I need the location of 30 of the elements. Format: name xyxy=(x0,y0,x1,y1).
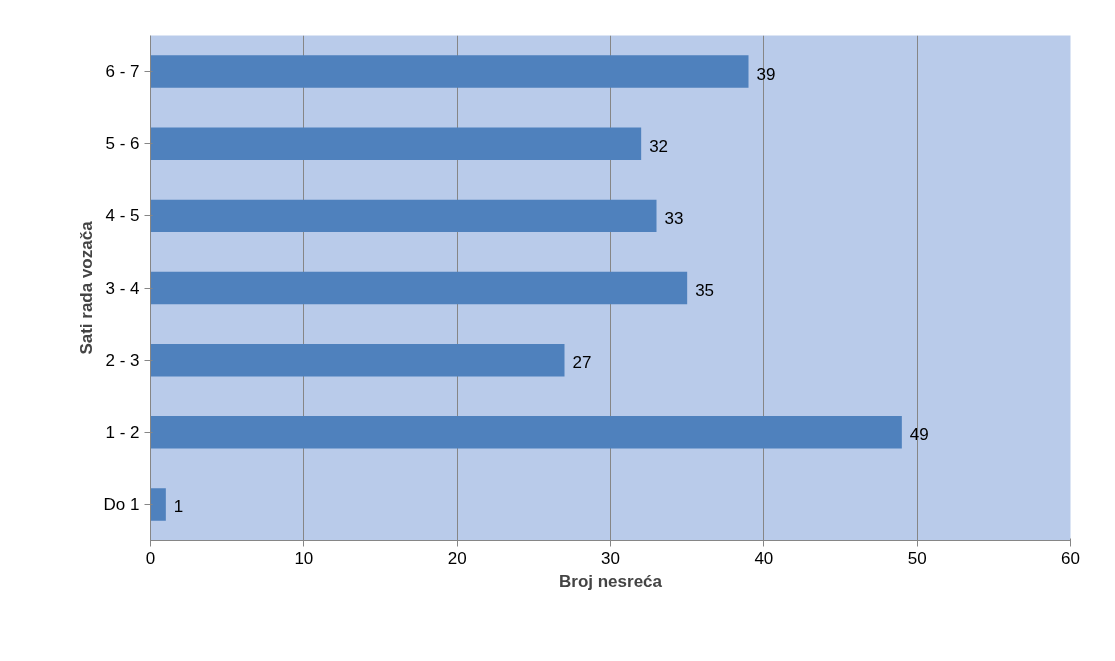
y-tick-label: 5 - 6 xyxy=(105,134,140,154)
data-label: 32 xyxy=(649,136,669,156)
bar xyxy=(150,127,642,160)
x-tick-label: 20 xyxy=(447,548,467,568)
x-tick-label: 50 xyxy=(907,548,927,568)
x-axis-title: Broj nesreća xyxy=(559,571,663,591)
data-label: 1 xyxy=(173,497,184,517)
y-tick-label: 6 - 7 xyxy=(105,62,140,82)
bar xyxy=(150,199,657,233)
y-tick-label: Do 1 xyxy=(103,494,140,514)
y-tick-label: 4 - 5 xyxy=(105,206,140,226)
x-tick-label: 60 xyxy=(1061,548,1080,568)
y-tick-label: 2 - 3 xyxy=(105,350,140,370)
data-label: 39 xyxy=(756,64,776,84)
data-label: 49 xyxy=(909,425,929,445)
x-tick-label: 0 xyxy=(145,548,156,568)
x-tick-label: 40 xyxy=(754,548,774,568)
bar xyxy=(150,488,166,521)
y-axis-title: Sati rada vozača xyxy=(76,220,96,355)
data-label: 35 xyxy=(695,281,715,300)
x-tick-label: 10 xyxy=(294,548,314,568)
y-tick-label: 1 - 2 xyxy=(105,422,140,442)
data-label: 33 xyxy=(664,208,684,228)
bar xyxy=(150,271,688,305)
bar xyxy=(150,55,749,88)
data-label: 27 xyxy=(572,353,592,373)
bar xyxy=(150,343,565,377)
x-tick-label: 30 xyxy=(601,548,620,568)
bar xyxy=(150,416,902,449)
y-tick-label: 3 - 4 xyxy=(105,278,140,298)
